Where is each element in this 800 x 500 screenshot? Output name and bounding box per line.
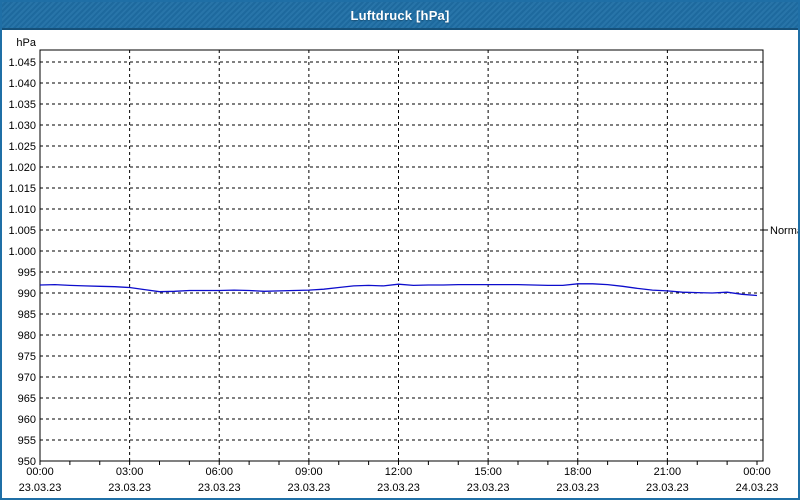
x-axis-time-label: 15:00 [474, 466, 502, 478]
y-axis-tick-label: 1.035 [8, 99, 36, 111]
x-axis-time-label: 12:00 [385, 466, 413, 478]
y-axis-tick-label: 995 [18, 267, 36, 279]
plot-background [2, 30, 798, 498]
x-axis-date-label: 23.03.23 [377, 482, 420, 494]
x-axis-date-label: 23.03.23 [556, 482, 599, 494]
y-axis-tick-label: 1.015 [8, 183, 36, 195]
y-axis-tick-label: 960 [18, 414, 36, 426]
x-axis-time-label: 00:00 [743, 466, 771, 478]
x-axis-date-label: 23.03.23 [19, 482, 62, 494]
x-axis-date-label: 23.03.23 [108, 482, 151, 494]
y-axis-tick-label: 1.010 [8, 204, 36, 216]
plot-frame [39, 49, 764, 462]
y-axis-tick-label: 1.000 [8, 246, 36, 258]
y-axis-tick-label: 1.020 [8, 162, 36, 174]
y-axis-tick-label: 985 [18, 309, 36, 321]
title-bar: Luftdruck [hPa] [2, 2, 798, 30]
y-axis-tick-label: 1.005 [8, 225, 36, 237]
y-axis-tick-label: 975 [18, 351, 36, 363]
x-axis-time-label: 00:00 [26, 466, 54, 478]
x-axis-time-label: 21:00 [654, 466, 682, 478]
y-axis-tick-label: 970 [18, 372, 36, 384]
normal-marker-label: Normal [770, 225, 800, 237]
y-axis-tick-label: 1.025 [8, 141, 36, 153]
y-axis-tick-label: 980 [18, 330, 36, 342]
y-axis-unit-label: hPa [16, 37, 36, 49]
x-axis-date-label: 23.03.23 [467, 482, 510, 494]
chart-title: Luftdruck [hPa] [350, 7, 450, 23]
y-axis-tick-label: 950 [18, 456, 36, 468]
y-axis-tick-label: 1.040 [8, 78, 36, 90]
y-axis-tick-label: 1.030 [8, 120, 36, 132]
y-axis-tick-label: 955 [18, 435, 36, 447]
x-axis-date-label: 23.03.23 [287, 482, 330, 494]
y-axis-tick-label: 1.045 [8, 57, 36, 69]
x-axis-time-label: 03:00 [116, 466, 144, 478]
x-axis-date-label: 24.03.23 [736, 482, 779, 494]
y-axis-tick-label: 990 [18, 288, 36, 300]
x-axis-time-label: 06:00 [205, 466, 233, 478]
x-axis-time-label: 18:00 [564, 466, 592, 478]
pressure-line [39, 283, 758, 297]
x-axis-date-label: 23.03.23 [646, 482, 689, 494]
x-axis-time-label: 09:00 [295, 466, 323, 478]
x-axis-date-label: 23.03.23 [198, 482, 241, 494]
y-axis-tick-label: 965 [18, 393, 36, 405]
